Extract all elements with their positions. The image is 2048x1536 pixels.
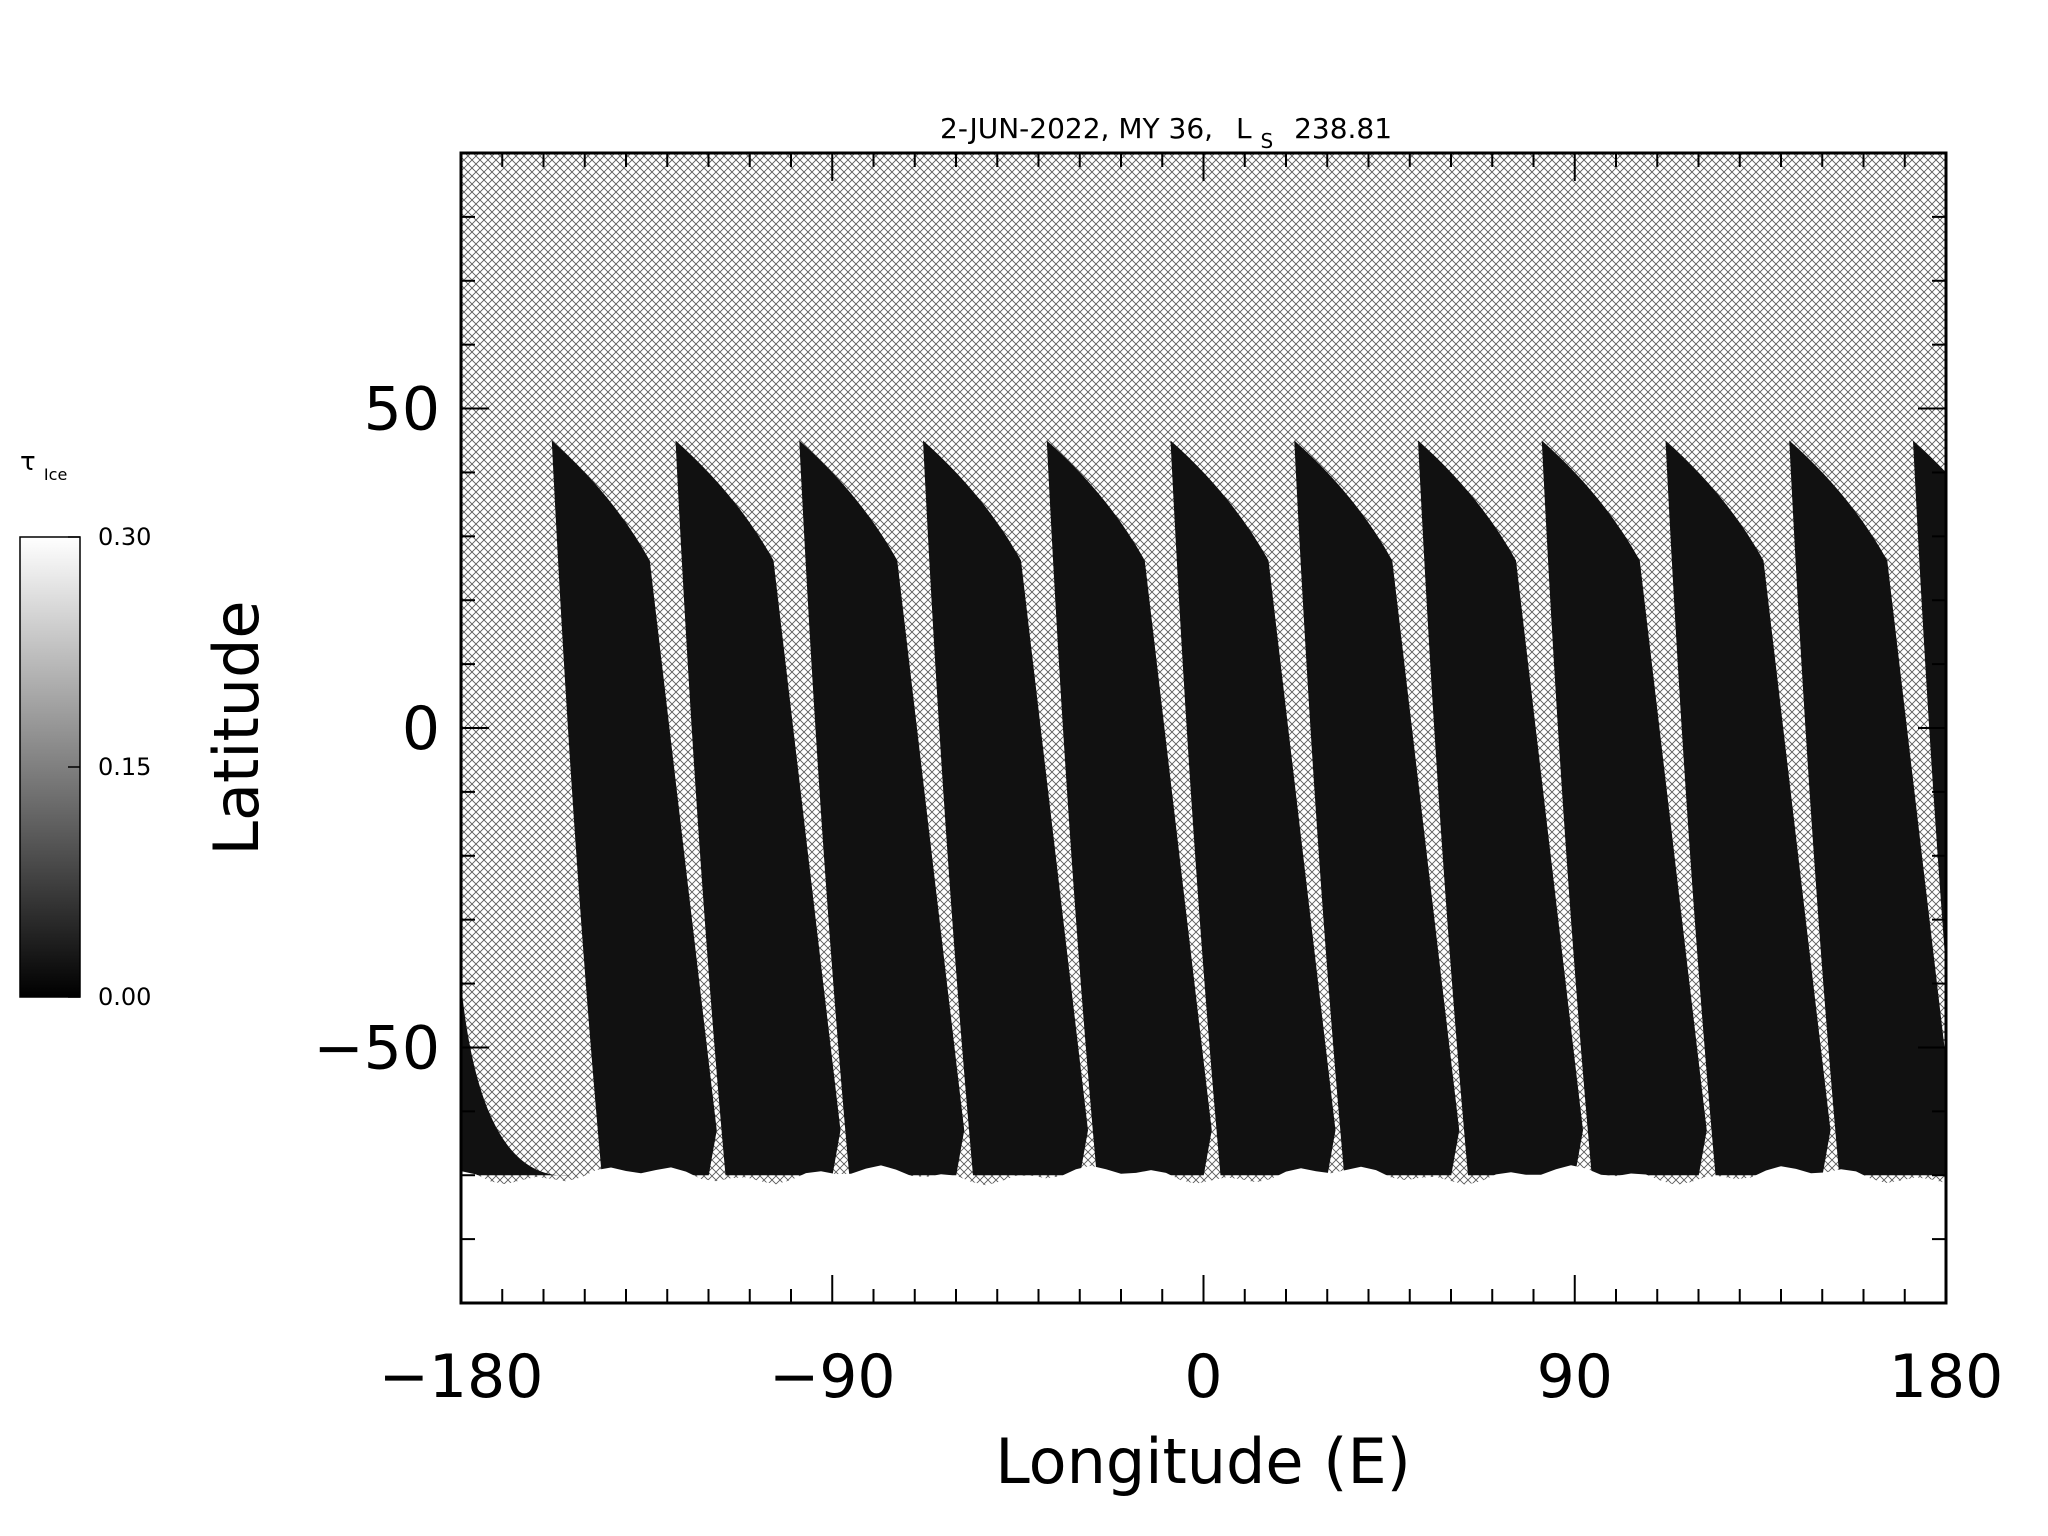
x-axis-label: Longitude (E) xyxy=(995,1425,1411,1498)
swath xyxy=(1665,440,1831,1176)
swath xyxy=(1789,440,1946,1176)
observation-swaths xyxy=(461,440,1946,1176)
chart-title-ls-subscript: S xyxy=(1260,129,1273,153)
x-tick-label: 180 xyxy=(1889,1342,2004,1412)
y-tick-label: −50 xyxy=(313,1013,440,1083)
x-tick-label: −90 xyxy=(769,1342,896,1412)
colorbar-tick-label: 0.30 xyxy=(98,523,151,551)
colorbar-ticks: 0.00 0.15 0.30 xyxy=(68,523,151,1011)
chart-title-ls-value: 238.81 xyxy=(1294,112,1392,145)
swath xyxy=(461,983,571,1176)
swath xyxy=(923,440,1088,1176)
colorbar-tick-label: 0.00 xyxy=(98,983,151,1011)
swath xyxy=(1418,440,1583,1176)
axis-ticks xyxy=(460,152,1947,1304)
swath xyxy=(1541,440,1707,1176)
chart-title-ls-symbol: L xyxy=(1236,112,1252,145)
y-tick-labels: −50 0 50 xyxy=(313,375,440,1084)
x-tick-label: −180 xyxy=(379,1342,544,1412)
x-tick-label: 0 xyxy=(1184,1342,1222,1412)
y-axis-label: Latitude xyxy=(200,600,273,855)
swath xyxy=(551,440,717,1176)
y-tick-label: 50 xyxy=(364,375,440,445)
colorbar-label-symbol: τ xyxy=(20,447,36,477)
swath xyxy=(1046,440,1212,1176)
swath xyxy=(799,440,965,1176)
plot-area xyxy=(461,153,1946,1303)
chart-title: 2-JUN-2022, MY 36, L S 238.81 xyxy=(940,112,1392,155)
swath xyxy=(1913,440,1946,970)
colorbar: τ Ice 0.00 0.15 0.30 xyxy=(19,447,151,1011)
chart-title-date: 2-JUN-2022, MY 36, xyxy=(940,112,1213,145)
south-polar-cap xyxy=(461,1165,1946,1303)
colorbar-tick-label: 0.15 xyxy=(98,753,151,781)
swath xyxy=(1294,440,1460,1176)
y-tick-label: 0 xyxy=(402,694,440,764)
swath xyxy=(675,440,841,1176)
x-tick-labels: −180 −90 0 90 180 xyxy=(379,1342,2004,1412)
swath xyxy=(1170,440,1336,1176)
colorbar-label: τ Ice xyxy=(20,447,67,484)
colorbar-label-subscript: Ice xyxy=(44,465,67,484)
x-tick-label: 90 xyxy=(1537,1342,1613,1412)
